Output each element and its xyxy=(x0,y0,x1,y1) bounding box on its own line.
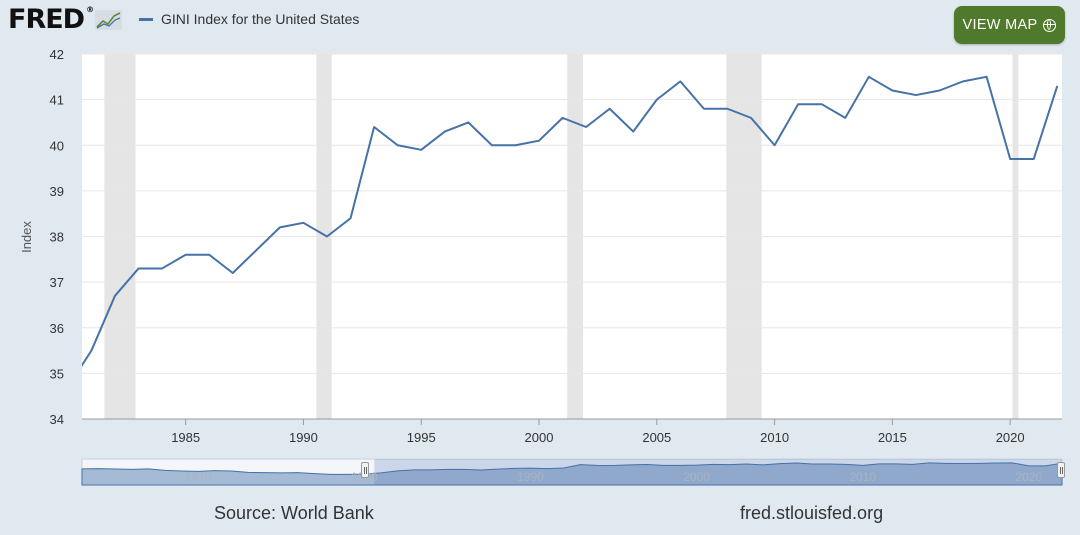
fred-logo[interactable]: FRED ® xyxy=(8,4,123,35)
navigator-tick-label: 2020 xyxy=(1015,470,1042,484)
x-tick-label: 2020 xyxy=(996,430,1025,445)
fred-logo-text: FRED xyxy=(8,4,85,35)
y-tick-label: 35 xyxy=(50,366,64,381)
navigator-left-handle[interactable] xyxy=(361,462,369,478)
chart-header: FRED ® GINI Index for the United States V… xyxy=(0,0,1080,46)
y-tick-label: 37 xyxy=(50,275,64,290)
y-tick-label: 34 xyxy=(50,412,64,427)
y-axis-title: Index xyxy=(19,221,34,253)
navigator-tick-label: 1970 xyxy=(185,470,212,484)
navigator-series-area xyxy=(81,462,1063,486)
series-line xyxy=(82,75,1059,368)
y-tick-label: 42 xyxy=(50,47,64,62)
navigator-overlay xyxy=(82,458,1065,486)
navigator-tick-label: 1990 xyxy=(517,470,544,484)
x-tick-label: 2005 xyxy=(642,430,671,445)
x-tick-label: 1995 xyxy=(407,430,436,445)
y-tick-label: 40 xyxy=(50,138,64,153)
legend-series-title: GINI Index for the United States xyxy=(161,11,360,27)
source-credit: Source: World Bank xyxy=(214,503,374,523)
navigator-tick-label: 2010 xyxy=(849,470,876,484)
y-tick-label: 41 xyxy=(50,93,64,108)
navigator[interactable]: 197019801990200020102020 xyxy=(81,458,1063,486)
globe-icon xyxy=(1043,18,1057,32)
series-layer xyxy=(82,75,1059,368)
x-tick-label: 1985 xyxy=(171,430,200,445)
y-tick-label: 38 xyxy=(50,230,64,245)
legend-line-swatch xyxy=(139,17,153,21)
series-legend[interactable]: GINI Index for the United States xyxy=(139,11,359,27)
navigator-right-handle[interactable] xyxy=(1057,462,1065,478)
x-tick-label: 2000 xyxy=(525,430,554,445)
fred-logo-registered: ® xyxy=(86,5,94,14)
y-tick-label: 36 xyxy=(50,321,64,336)
view-map-button[interactable]: VIEW MAP xyxy=(954,6,1065,44)
x-tick-label: 2015 xyxy=(878,430,907,445)
view-map-label: VIEW MAP xyxy=(962,17,1038,33)
y-tick-label: 39 xyxy=(50,184,64,199)
x-tick-label: 2010 xyxy=(760,430,789,445)
site-url[interactable]: fred.stlouisfed.org xyxy=(740,503,884,523)
x-axis-ticks: 1985 1990 1995 2000 2005 2010 2015 2020 xyxy=(171,419,1025,445)
y-axis-ticks: 34 35 36 37 38 39 40 41 42 xyxy=(50,47,64,427)
navigator-tick-label: 2000 xyxy=(683,470,710,484)
grid-lines xyxy=(82,53,1062,374)
fred-chart-icon xyxy=(95,9,123,30)
x-tick-label: 1990 xyxy=(289,430,318,445)
